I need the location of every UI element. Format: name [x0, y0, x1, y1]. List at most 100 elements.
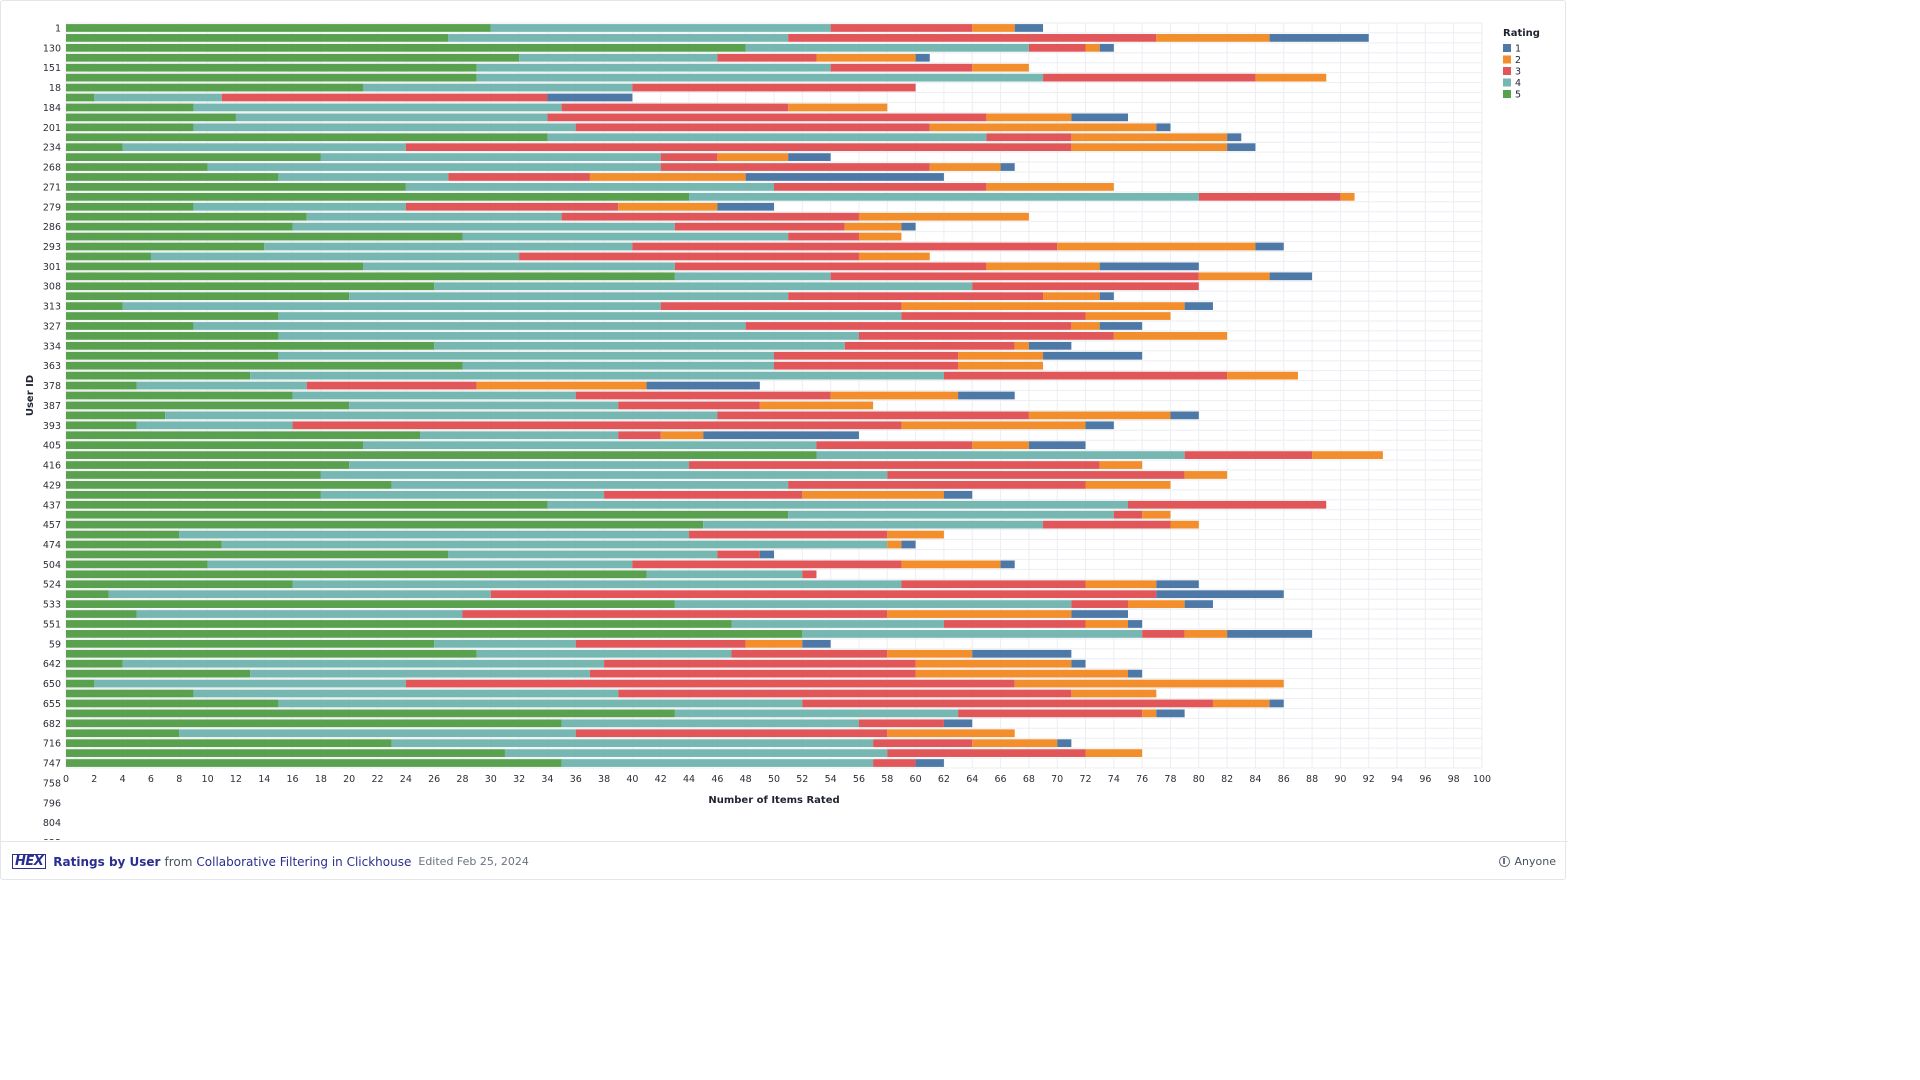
bar-segment-rating-2	[858, 252, 930, 261]
bar-segment-rating-3	[830, 63, 973, 72]
bar-segment-rating-5	[66, 639, 435, 648]
bar-segment-rating-5	[66, 431, 420, 440]
bar-segment-rating-4	[250, 371, 944, 380]
x-tick-label: 28	[456, 774, 468, 785]
bar-segment-rating-2	[589, 173, 746, 181]
bar-segment-rating-3	[490, 590, 1157, 599]
x-tick-label: 100	[1473, 774, 1491, 785]
x-tick-label: 22	[371, 774, 383, 785]
bar-segment-rating-5	[66, 461, 350, 469]
bar-segment-rating-3	[774, 351, 959, 360]
bar-segment-rating-3	[632, 83, 916, 92]
bar-segment-rating-3	[788, 481, 1086, 489]
y-tick-label: 642	[43, 659, 61, 670]
bar-segment-rating-5	[66, 113, 236, 122]
x-tick-label: 36	[570, 774, 582, 785]
bar-segment-rating-3	[717, 411, 1029, 420]
bar-segment-rating-3	[689, 461, 1100, 469]
bar-segment-rating-4	[462, 232, 789, 241]
bar-segment-rating-3	[405, 143, 1072, 152]
bar-segment-rating-1	[1170, 411, 1199, 420]
bar-segment-rating-5	[66, 540, 222, 549]
chart-card	[0, 0, 1566, 880]
bar-segment-rating-5	[66, 93, 95, 102]
bar-segment-rating-2	[1043, 292, 1100, 301]
bar-segment-rating-3	[561, 103, 789, 112]
stacked-bar-chart: 1130151181842012342682712792862933013083…	[25, 22, 1540, 840]
bar-segment-rating-1	[1071, 659, 1086, 668]
share-button[interactable]: Anyone	[1498, 855, 1556, 868]
bar-segment-rating-2	[1184, 630, 1228, 638]
bar-segment-rating-2	[660, 431, 704, 440]
y-tick-label: 18	[49, 83, 61, 94]
legend-swatch-5	[1503, 90, 1511, 98]
bar-segment-rating-4	[788, 510, 1114, 519]
bar-segment-rating-4	[264, 242, 633, 251]
bar-segment-rating-5	[66, 123, 194, 132]
y-tick-label: 130	[43, 43, 61, 54]
project-link[interactable]: Collaborative Filtering in Clickhouse	[196, 854, 412, 869]
bar-segment-rating-5	[66, 53, 520, 62]
bar-segment-rating-3	[972, 282, 1199, 291]
bar-segment-rating-1	[1014, 24, 1044, 32]
bar-segment-rating-4	[476, 73, 1044, 82]
hex-logo-icon[interactable]: HEX	[12, 854, 47, 869]
bar-segment-rating-5	[66, 202, 194, 211]
bar-segment-rating-1	[915, 53, 930, 62]
y-tick-label: 201	[43, 123, 61, 134]
bar-segment-rating-2	[1128, 600, 1185, 608]
bar-segment-rating-4	[434, 341, 845, 350]
bar-segment-rating-4	[278, 173, 449, 181]
bar-segment-rating-4	[122, 302, 661, 310]
y-tick-label: 650	[43, 679, 61, 690]
bar-segment-rating-2	[1156, 34, 1270, 42]
x-tick-label: 84	[1249, 774, 1261, 785]
bar-segment-rating-4	[434, 282, 973, 291]
bar-segment-rating-2	[1014, 341, 1029, 350]
x-tick-label: 32	[513, 774, 525, 785]
x-tick-label: 94	[1391, 774, 1403, 785]
bar-segment-rating-5	[66, 739, 392, 748]
bar-segment-rating-5	[66, 421, 137, 430]
bar-segment-rating-3	[887, 749, 1086, 757]
y-tick-label: 655	[43, 699, 61, 710]
bar-segment-rating-2	[1340, 192, 1355, 201]
bar-segment-rating-1	[547, 93, 633, 102]
legend-label-2: 2	[1515, 55, 1521, 66]
bar-segment-rating-1	[1028, 441, 1086, 450]
bar-segment-rating-4	[320, 490, 605, 499]
bar-segment-rating-5	[66, 709, 675, 718]
bar-segment-rating-3	[1198, 192, 1341, 201]
bar-segment-rating-3	[943, 371, 1228, 380]
bar-segment-rating-1	[972, 649, 1072, 658]
bar-segment-rating-3	[604, 490, 803, 499]
y-tick-label: 279	[43, 202, 61, 213]
bar-segment-rating-5	[66, 659, 123, 668]
bar-segment-rating-2	[1099, 461, 1143, 469]
bar-segment-rating-2	[1071, 322, 1100, 330]
bar-segment-rating-1	[1156, 580, 1199, 589]
bar-segment-rating-2	[972, 24, 1015, 32]
y-tick-label: 393	[43, 421, 61, 432]
legend-swatch-1	[1503, 44, 1511, 52]
bar-segment-rating-3	[1142, 630, 1185, 638]
bar-segment-rating-1	[646, 381, 760, 390]
chart-title[interactable]: Ratings by User	[53, 854, 161, 869]
bar-segment-rating-1	[1255, 242, 1284, 251]
bar-segment-rating-2	[1085, 312, 1171, 320]
bar-segment-rating-4	[816, 451, 1185, 459]
bar-segment-rating-4	[292, 222, 675, 231]
x-tick-label: 18	[315, 774, 327, 785]
x-tick-label: 66	[995, 774, 1007, 785]
bar-segment-rating-4	[179, 530, 690, 539]
bar-segment-rating-2	[1142, 709, 1157, 718]
y-tick-label: 796	[43, 798, 61, 809]
share-label: Anyone	[1514, 855, 1556, 868]
bar-segment-rating-1	[1269, 34, 1369, 42]
x-tick-label: 56	[853, 774, 865, 785]
bar-segment-rating-4	[207, 163, 661, 171]
bar-segment-rating-3	[1043, 73, 1256, 82]
bar-segment-rating-2	[1071, 689, 1157, 698]
bar-segment-rating-3	[830, 24, 973, 32]
bar-segment-rating-3	[1028, 43, 1086, 52]
